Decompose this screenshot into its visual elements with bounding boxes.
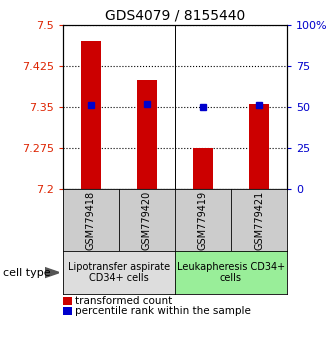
Text: GSM779420: GSM779420 (142, 191, 152, 250)
Text: GSM779418: GSM779418 (86, 191, 96, 250)
Text: Leukapheresis CD34+
cells: Leukapheresis CD34+ cells (177, 262, 285, 284)
Text: transformed count: transformed count (75, 296, 173, 306)
Title: GDS4079 / 8155440: GDS4079 / 8155440 (105, 8, 245, 22)
Text: percentile rank within the sample: percentile rank within the sample (75, 306, 251, 316)
Bar (81, 41, 101, 189)
Text: Lipotransfer aspirate
CD34+ cells: Lipotransfer aspirate CD34+ cells (68, 262, 170, 284)
Bar (193, 148, 213, 189)
Text: GSM779421: GSM779421 (254, 191, 264, 250)
Text: cell type: cell type (3, 268, 51, 278)
Bar (137, 80, 157, 189)
Bar (249, 104, 269, 189)
Text: GSM779419: GSM779419 (198, 191, 208, 250)
Polygon shape (45, 268, 59, 278)
